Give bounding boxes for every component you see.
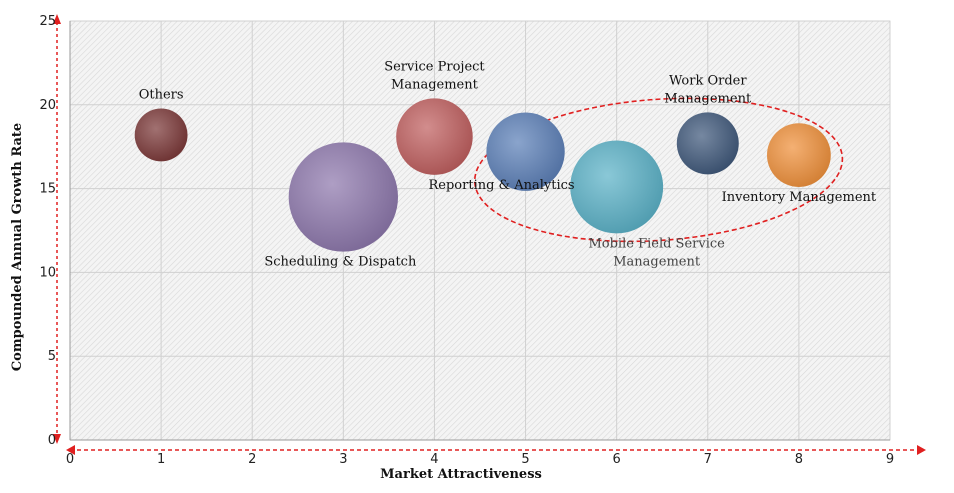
bubble-work-order-management — [676, 112, 739, 175]
y-axis-title: Compounded Annual Growth Rate — [10, 123, 25, 371]
x-tick-label: 9 — [886, 452, 894, 467]
plot-area-background — [69, 20, 891, 441]
x-tick-label: 3 — [339, 452, 347, 467]
bubble-labels: Others Scheduling & Dispatch Service Proje… — [139, 59, 877, 269]
label-work-order-management: Work Order Management — [664, 73, 752, 106]
bubble-others — [134, 108, 188, 162]
label-reporting-and-analytics: Reporting & Analytics — [429, 178, 575, 193]
y-tick-label: 25 — [39, 14, 56, 29]
y-axis-arrowhead — [53, 14, 61, 24]
bubble-service-project-management — [396, 98, 473, 175]
label-mobile-field-service-management: Mobile Field Service Management — [588, 236, 725, 269]
x-tick-label: 0 — [66, 452, 74, 467]
y-tick-label: 15 — [39, 182, 56, 197]
bubbles — [134, 98, 831, 252]
tick-labels: 0 1 2 3 4 5 6 7 8 9 0 5 10 15 20 25 — [39, 14, 894, 467]
axes — [53, 14, 926, 455]
highlight-ellipse — [473, 97, 844, 243]
x-tick-label: 4 — [430, 452, 438, 467]
x-axis-title: Market Attractiveness — [380, 467, 542, 482]
x-tick-label: 6 — [613, 452, 621, 467]
bubble-inventory-management — [767, 123, 831, 187]
y-tick-label: 0 — [48, 433, 56, 448]
bubble-scheduling-and-dispatch — [288, 142, 399, 252]
label-others: Others — [139, 88, 184, 103]
x-tick-label: 1 — [157, 452, 165, 467]
y-tick-label: 20 — [39, 98, 56, 113]
y-tick-label: 10 — [39, 265, 56, 280]
x-tick-label: 5 — [521, 452, 529, 467]
x-axis-arrowhead — [917, 445, 926, 455]
y-axis-arrowhead-bottom — [53, 434, 61, 444]
y-tick-label: 5 — [48, 349, 56, 364]
label-inventory-management: Inventory Management — [722, 190, 877, 205]
highlight-group — [473, 97, 844, 243]
bubble-mobile-field-service-management — [570, 140, 664, 234]
label-service-project-management: Service Project Management — [384, 59, 485, 92]
bubble-reporting-and-analytics — [486, 112, 565, 191]
label-scheduling-and-dispatch: Scheduling & Dispatch — [264, 255, 417, 270]
x-tick-label: 2 — [248, 452, 256, 467]
x-axis-arrowhead-left — [66, 445, 75, 455]
x-tick-label: 8 — [795, 452, 803, 467]
x-tick-label: 7 — [704, 452, 712, 467]
